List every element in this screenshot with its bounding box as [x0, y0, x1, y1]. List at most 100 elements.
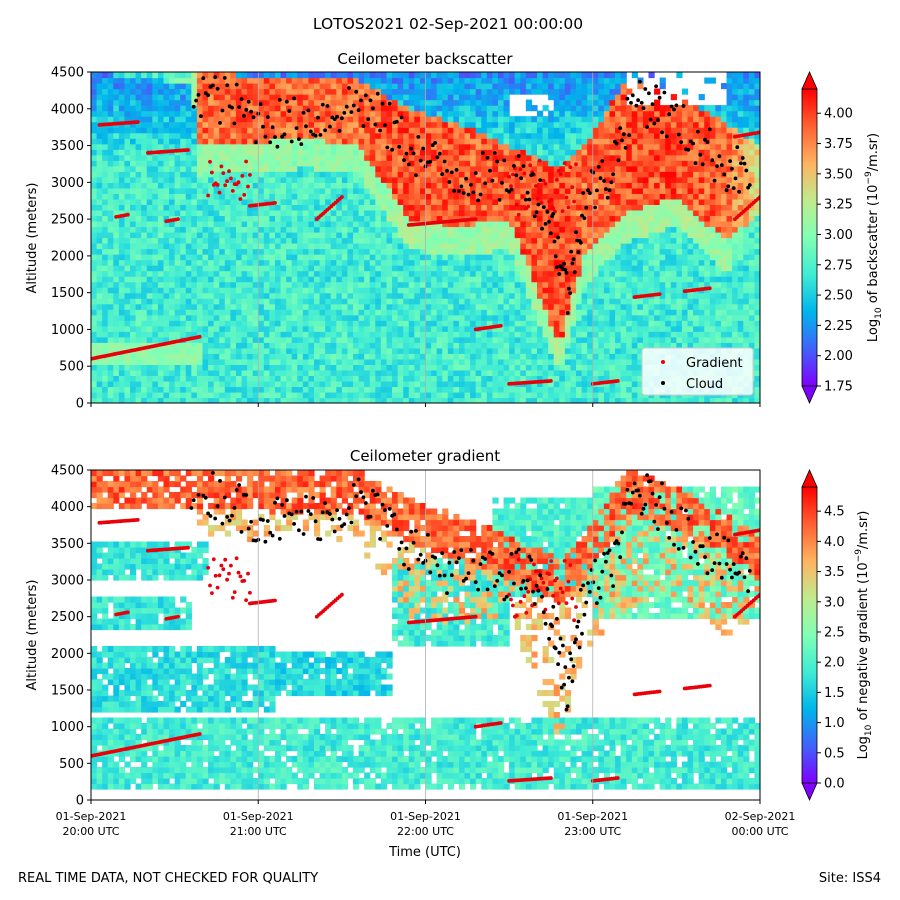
heatmap-cell — [230, 254, 237, 261]
heatmap-cell — [235, 83, 243, 90]
heatmap-cell — [431, 110, 438, 117]
heatmap-cell — [191, 83, 198, 90]
heatmap-cell — [152, 226, 159, 233]
heatmap-cell — [503, 397, 510, 403]
heatmap-cell — [208, 380, 215, 388]
heatmap-cell — [353, 182, 360, 189]
heatmap-cell — [291, 397, 298, 403]
heatmap-cell — [414, 88, 421, 95]
heatmap-cell — [336, 149, 343, 156]
heatmap-cell — [442, 281, 449, 288]
heatmap-cell — [174, 121, 181, 128]
heatmap-cell — [308, 193, 315, 200]
heatmap-cell — [330, 198, 337, 205]
heatmap-cell — [208, 259, 215, 266]
heatmap-cell — [431, 292, 438, 299]
heatmap-cell — [91, 358, 98, 365]
heatmap-cell — [191, 88, 198, 95]
heatmap-cell — [520, 176, 527, 183]
heatmap-cell — [364, 182, 371, 189]
heatmap-cell — [297, 347, 304, 354]
heatmap-cell — [520, 182, 527, 189]
heatmap-cell — [314, 270, 321, 277]
heatmap-cell — [364, 165, 371, 172]
heatmap-cell — [174, 182, 181, 189]
heatmap-cell — [191, 259, 198, 266]
heatmap-cell — [525, 270, 533, 277]
heatmap-cell — [174, 298, 181, 305]
heatmap-cell — [258, 138, 265, 145]
heatmap-cell — [364, 193, 371, 200]
heatmap-cell — [470, 171, 477, 178]
heatmap-cell — [213, 270, 220, 277]
heatmap-cell — [314, 209, 321, 217]
heatmap-cell — [91, 105, 98, 112]
heatmap-cell — [196, 292, 204, 299]
heatmap-cell — [174, 165, 181, 172]
heatmap-cell — [397, 353, 404, 360]
heatmap-cell — [157, 254, 165, 261]
heatmap-cell — [208, 265, 215, 272]
heatmap-cell — [302, 353, 310, 360]
heatmap-cell — [252, 231, 259, 239]
heatmap-cell — [202, 226, 209, 233]
heatmap-cell — [514, 353, 521, 360]
heatmap-cell — [548, 369, 555, 377]
heatmap-cell — [157, 127, 165, 134]
heatmap-cell — [319, 303, 326, 310]
heatmap-cell — [336, 265, 343, 272]
heatmap-cell — [252, 380, 259, 388]
heatmap-cell — [531, 215, 538, 222]
heatmap-cell — [542, 287, 549, 294]
heatmap-cell — [386, 292, 393, 299]
heatmap-cell — [96, 270, 103, 277]
heatmap-cell — [414, 292, 421, 299]
heatmap-cell — [481, 176, 488, 183]
heatmap-cell — [196, 369, 204, 377]
heatmap-cell — [442, 320, 449, 327]
heatmap-cell — [464, 220, 471, 228]
heatmap-cell — [364, 231, 371, 239]
heatmap-cell — [475, 77, 482, 84]
heatmap-cell — [163, 83, 170, 90]
heatmap-cell — [191, 121, 198, 128]
heatmap-cell — [531, 281, 538, 288]
heatmap-cell — [235, 204, 243, 211]
heatmap-cell — [553, 226, 560, 233]
heatmap-cell — [520, 254, 527, 261]
heatmap-cell — [470, 380, 477, 388]
heatmap-cell — [403, 226, 410, 233]
heatmap-cell — [475, 143, 482, 150]
heatmap-cell — [548, 182, 555, 189]
heatmap-cell — [235, 198, 243, 205]
heatmap-cell — [124, 380, 131, 388]
heatmap-cell — [163, 270, 170, 277]
heatmap-cell — [102, 309, 109, 316]
heatmap-cell — [230, 94, 237, 101]
heatmap-cell — [174, 132, 181, 139]
heatmap-cell — [102, 154, 109, 161]
heatmap-cell — [208, 77, 215, 84]
heatmap-cell — [503, 375, 510, 382]
heatmap-cell — [380, 380, 388, 388]
heatmap-cell — [336, 331, 343, 338]
heatmap-cell — [219, 143, 226, 150]
heatmap-cell — [118, 325, 126, 332]
heatmap-cell — [314, 220, 321, 228]
heatmap-cell — [458, 83, 466, 90]
heatmap-cell — [353, 287, 360, 294]
heatmap-cell — [308, 116, 315, 123]
heatmap-cell — [302, 287, 310, 294]
heatmap-cell — [392, 110, 399, 117]
heatmap-cell — [403, 325, 410, 332]
heatmap-cell — [180, 364, 187, 371]
heatmap-cell — [525, 209, 533, 217]
heatmap-cell — [241, 369, 248, 377]
heatmap-cell — [537, 72, 544, 79]
heatmap-cell — [353, 165, 360, 172]
heatmap-cell — [213, 314, 220, 321]
heatmap-cell — [492, 105, 499, 112]
heatmap-cell — [369, 165, 376, 172]
heatmap-cell — [113, 237, 120, 244]
heatmap-cell — [185, 171, 192, 178]
